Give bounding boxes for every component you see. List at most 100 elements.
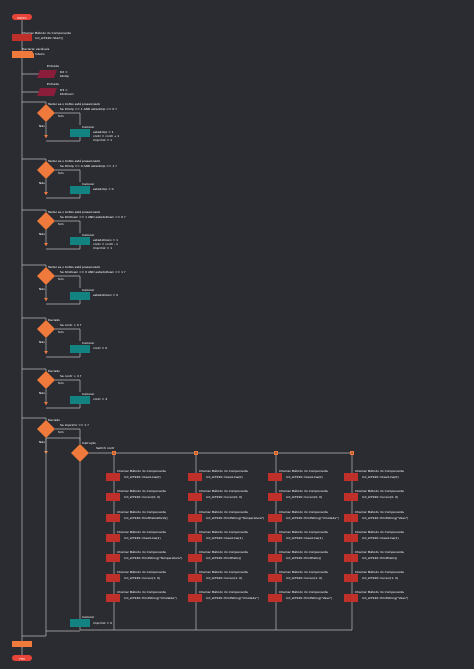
assign-caption: Calcular: [82, 182, 95, 186]
method-block-text: lcd_st7920::PrintString("Vaso"): [286, 596, 332, 600]
method-block-caption: Chamar Método do Componente: [117, 530, 166, 534]
method-call-block[interactable]: [106, 514, 120, 522]
input-block-caption: Entrada: [47, 64, 59, 68]
method-block-text: lcd_st7920::PrintString("Temperatura"): [206, 516, 264, 520]
switch-diamond[interactable]: [71, 444, 89, 462]
decision-no-label: Não: [39, 181, 45, 185]
input-block[interactable]: [37, 70, 57, 78]
method-call-block[interactable]: [344, 514, 358, 522]
decision-diamond[interactable]: [37, 320, 55, 338]
method-call-block[interactable]: [268, 473, 282, 481]
decision-caption: Testar se o botão está pressionado: [47, 265, 100, 269]
method-call-block[interactable]: [268, 514, 282, 522]
input-block-line: D2 =: [60, 70, 68, 74]
decision-no-label: Não: [39, 232, 45, 236]
decision-diamond[interactable]: [37, 371, 55, 389]
assign-line: imprimir = 1: [93, 138, 112, 142]
assign-block[interactable]: [70, 186, 90, 194]
decision-yes-label: Sim: [58, 277, 64, 281]
method-call-block[interactable]: [344, 473, 358, 481]
method-block-caption: Chamar Método do Componente: [199, 510, 248, 514]
flow-arrow-icon: [44, 135, 48, 138]
method-call-block[interactable]: [344, 534, 358, 542]
method-call-block[interactable]: [188, 493, 202, 501]
method-block-caption: Chamar Método do Componente: [199, 530, 248, 534]
decision-yes-label: Sim: [58, 222, 64, 226]
method-block-text: lcd_st7920::ClearLine(1): [206, 536, 243, 540]
end-terminal[interactable]: [12, 655, 32, 661]
method-block-caption: Chamar Método do Componente: [355, 489, 404, 493]
init-method-block[interactable]: [12, 34, 32, 41]
method-call-block[interactable]: [188, 514, 202, 522]
assign-block[interactable]: [70, 345, 90, 353]
decision-condition: Se btnUp == 0 AND estadoUp == 1 ?: [60, 164, 117, 168]
method-call-block[interactable]: [268, 554, 282, 562]
method-block-text: lcd_st7920::ClearLine(0): [286, 475, 323, 479]
final-assign-block[interactable]: [70, 619, 90, 627]
flow-arrow-icon: [44, 298, 48, 301]
declare-variables-block[interactable]: [12, 51, 34, 58]
method-block-text: lcd_st7920::PrintHello(): [286, 556, 321, 560]
method-block-caption: Chamar Método do Componente: [279, 510, 328, 514]
decision-no-label: Não: [39, 124, 45, 128]
method-block-caption: Chamar Método do Componente: [279, 489, 328, 493]
method-block-caption: Chamar Método do Componente: [199, 489, 248, 493]
method-call-block[interactable]: [188, 473, 202, 481]
decision-caption: Decisão: [48, 418, 60, 422]
method-call-block[interactable]: [106, 554, 120, 562]
end-label: FIM: [19, 657, 25, 661]
assign-block[interactable]: [70, 237, 90, 245]
decision-diamond[interactable]: [37, 161, 55, 179]
method-call-block[interactable]: [106, 534, 120, 542]
method-block-text: lcd_st7920::PrintHello(): [362, 556, 397, 560]
method-block-caption: Chamar Método do Componente: [279, 570, 328, 574]
assign-line: contr = 4: [93, 397, 107, 401]
method-block-caption: Chamar Método do Componente: [199, 570, 248, 574]
method-call-block[interactable]: [268, 493, 282, 501]
assign-block[interactable]: [70, 396, 90, 404]
method-call-block[interactable]: [106, 574, 120, 582]
assign-line: imprimir = 1: [93, 246, 112, 250]
decision-caption: Decisão: [48, 369, 60, 373]
assign-block[interactable]: [70, 129, 90, 137]
method-call-block[interactable]: [268, 534, 282, 542]
method-call-block[interactable]: [344, 554, 358, 562]
method-block-text: lcd_st7920::Cursor(1, 0): [286, 576, 322, 580]
method-call-block[interactable]: [106, 594, 120, 602]
assign-block[interactable]: [70, 292, 90, 300]
method-call-block[interactable]: [188, 554, 202, 562]
case-marker[interactable]: [194, 451, 198, 455]
merge-block: [12, 641, 32, 647]
method-block-caption: Chamar Método do Componente: [279, 469, 328, 473]
decision-diamond[interactable]: [37, 267, 55, 285]
decision-diamond[interactable]: [37, 212, 55, 230]
decision-diamond[interactable]: [37, 104, 55, 122]
case-marker[interactable]: [350, 451, 354, 455]
method-call-block[interactable]: [268, 574, 282, 582]
case-label: 3: [275, 451, 277, 455]
method-call-block[interactable]: [188, 594, 202, 602]
input-block[interactable]: [37, 88, 57, 96]
method-call-block[interactable]: [106, 493, 120, 501]
case-marker[interactable]: [112, 451, 116, 455]
decision-no-label: Não: [39, 440, 45, 444]
method-call-block[interactable]: [188, 534, 202, 542]
case-marker[interactable]: [274, 451, 278, 455]
method-block-caption: Chamar Método do Componente: [117, 590, 166, 594]
assign-caption: Calcular: [82, 125, 95, 129]
method-block-text: lcd_st7920::ClearLine(0): [124, 475, 161, 479]
assign-line: contr = 0: [93, 346, 107, 350]
decision-no-label: Não: [39, 287, 45, 291]
method-call-block[interactable]: [188, 574, 202, 582]
start-terminal[interactable]: [12, 14, 32, 20]
method-call-block[interactable]: [344, 574, 358, 582]
assign-caption: Calcular: [82, 392, 95, 396]
method-call-block[interactable]: [344, 594, 358, 602]
method-block-caption: Chamar Método do Componente: [199, 590, 248, 594]
decision-diamond[interactable]: [37, 420, 55, 438]
decision-yes-label: Sim: [58, 114, 64, 118]
method-call-block[interactable]: [106, 473, 120, 481]
decision-caption: Testar se o botão está pressionado: [47, 159, 100, 163]
method-call-block[interactable]: [268, 594, 282, 602]
method-call-block[interactable]: [344, 493, 358, 501]
